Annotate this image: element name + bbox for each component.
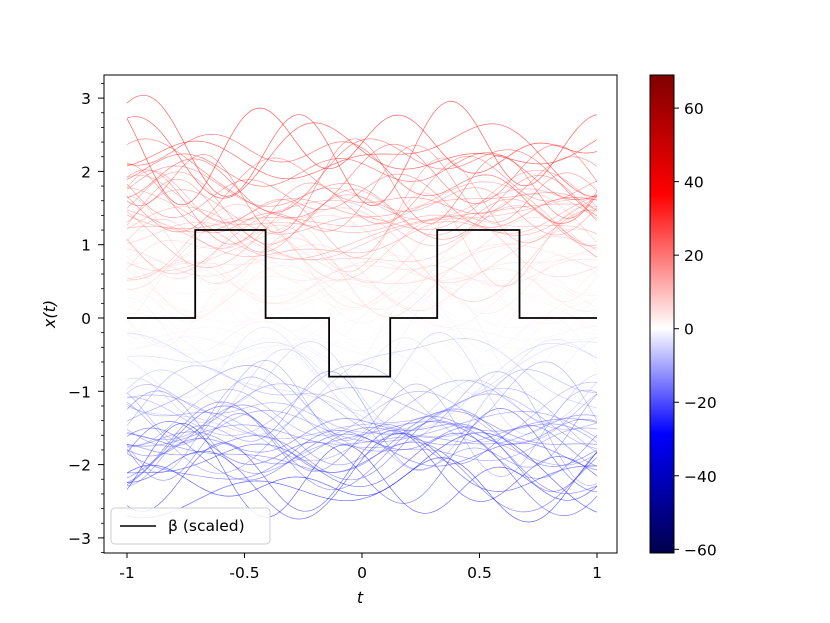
sample-curve (126, 107, 598, 206)
colorbar-tick-label: 20 (684, 247, 704, 265)
sample-curve (126, 290, 598, 384)
sample-curve (126, 138, 598, 234)
sample-curve (126, 123, 598, 198)
sample-curve (126, 312, 598, 364)
sample-curve (126, 414, 598, 447)
sample-curve (126, 169, 598, 235)
sample-curve (127, 320, 598, 394)
sample-curve (126, 432, 597, 520)
sample-curve (126, 286, 598, 393)
sample-curve (126, 244, 598, 311)
plot-area (103, 74, 618, 554)
y-tick-label: 0 (81, 310, 91, 328)
sample-curve (126, 388, 598, 446)
colorbar-tick-label: 40 (684, 174, 704, 192)
sample-curve (126, 326, 598, 399)
sample-curve (126, 277, 598, 348)
y-tick-label: 3 (81, 90, 91, 108)
sample-curve (126, 341, 598, 425)
x-tick-label: 0 (357, 564, 367, 582)
sample-curve (126, 178, 598, 253)
sample-curve (126, 293, 598, 342)
sample-curve (126, 271, 598, 355)
colorbar-tick-label: 0 (684, 321, 694, 339)
y-axis-label: x(t) (40, 300, 59, 329)
sample-curve (126, 138, 598, 217)
sample-curve (126, 410, 598, 447)
sample-curve (126, 338, 598, 435)
sample-curve (126, 186, 598, 260)
colorbar-tick-label: −60 (684, 541, 717, 559)
sample-curve (126, 266, 598, 333)
sample-curves (126, 94, 598, 523)
y-tick-label: −2 (68, 457, 91, 475)
sample-curve (127, 432, 598, 516)
sample-curve (126, 432, 598, 519)
sample-curve (126, 296, 598, 371)
legend-beta-label: β (scaled) (168, 517, 245, 535)
beta-series-layer (127, 229, 597, 378)
sample-curve (126, 157, 598, 258)
colorbar-tick-label: −20 (684, 394, 717, 412)
plot-frame (103, 74, 618, 554)
sample-curve (126, 418, 598, 494)
sample-curve (126, 266, 598, 366)
y-tick-label: −3 (68, 530, 91, 548)
y-tick-label: 1 (81, 237, 91, 255)
sample-curve (126, 408, 598, 481)
x-tick-label: 1 (592, 564, 602, 582)
beta-series-line (127, 229, 597, 378)
sample-curve (126, 171, 598, 246)
y-tick-label: 2 (81, 163, 91, 181)
sample-curve (126, 332, 598, 430)
y-axis: −3 −2 −1 0 1 2 3 (68, 83, 104, 553)
colorbar: 60 40 20 0 −20 −40 −60 (649, 74, 717, 559)
sample-curve (126, 365, 598, 471)
sample-curve (126, 418, 598, 465)
y-tick-label: −1 (68, 383, 91, 401)
sample-curve (126, 404, 598, 466)
sample-curve (126, 116, 598, 199)
sample-curve (126, 405, 598, 513)
sample-curve (126, 173, 598, 228)
sample-curve (126, 364, 598, 443)
sample-curve (126, 430, 598, 512)
sample-curve (126, 341, 598, 430)
colorbar-tick-label: −40 (684, 468, 717, 486)
sample-curve (126, 165, 598, 240)
sample-curve (126, 273, 598, 374)
legend: β (scaled) (110, 507, 271, 545)
legend-box (110, 507, 271, 545)
x-axis: -1 -0.5 0 0.5 1 (119, 553, 602, 582)
sample-curve (126, 94, 598, 206)
sample-curve (126, 383, 598, 449)
x-axis-label: t (357, 588, 364, 607)
sample-curve (126, 292, 598, 386)
sample-curve (126, 156, 598, 233)
sample-curve (126, 198, 598, 260)
sample-curve (126, 387, 598, 453)
sample-curve (126, 427, 598, 481)
sample-curve (126, 387, 598, 474)
sample-curve (126, 423, 598, 518)
sample-curve (126, 379, 598, 462)
colorbar-ticks: 60 40 20 0 −20 −40 −60 (674, 100, 717, 559)
x-tick-label: -1 (119, 564, 134, 582)
colorbar-gradient (649, 74, 675, 554)
sample-curve (126, 204, 598, 281)
x-tick-label: -0.5 (229, 564, 259, 582)
sample-curve (126, 181, 598, 258)
sample-curve (126, 408, 598, 504)
sample-curve (126, 145, 598, 234)
colorbar-tick-label: 60 (684, 100, 704, 118)
sample-curve (126, 452, 598, 523)
sample-curve (126, 138, 598, 218)
sample-curve (126, 199, 598, 275)
sample-curve (126, 152, 598, 201)
x-tick-label: 0.5 (467, 564, 492, 582)
sample-curve (126, 365, 598, 461)
sample-curve (126, 155, 598, 245)
